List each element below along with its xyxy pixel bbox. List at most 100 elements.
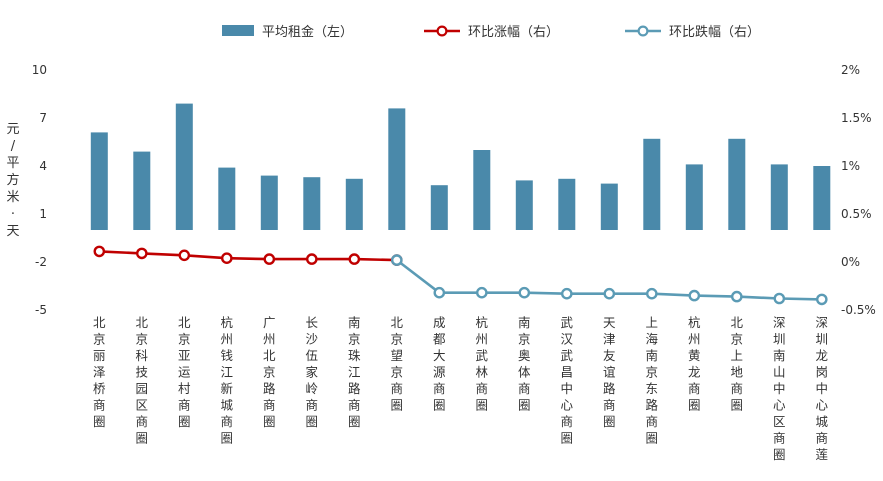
category-char: 京 — [391, 365, 404, 380]
category-char: 海 — [646, 332, 659, 347]
category-char: 南 — [348, 315, 361, 330]
legend-label: 环比跌幅（右） — [669, 24, 760, 40]
legend-item-2: 环比跌幅（右） — [625, 24, 760, 40]
bar-14 — [685, 164, 703, 230]
category-char: 中 — [561, 381, 574, 396]
category-char: 圈 — [433, 398, 446, 413]
bar-9 — [473, 150, 491, 230]
category-char: 路 — [603, 381, 616, 396]
category-char: 江 — [348, 365, 361, 380]
category-char: 岭 — [306, 381, 319, 396]
category-char: 龙 — [688, 365, 701, 380]
category-char: 圈 — [348, 414, 361, 429]
category-char: 圈 — [391, 398, 404, 413]
bar-6 — [345, 178, 363, 230]
category-char: 北 — [178, 315, 191, 330]
category-char: 州 — [221, 332, 234, 347]
category-labels: 北京丽泽桥商圈北京科技园区商圈北京亚运村商圈杭州钱江新城商圈广州北京路商圈长沙伍… — [93, 315, 829, 462]
category-char: 技 — [136, 365, 149, 380]
category-char: 北 — [391, 315, 404, 330]
category-char: 商 — [688, 381, 701, 396]
right-tick-4: 0% — [841, 255, 860, 269]
category-char: 中 — [773, 381, 786, 396]
axes: 10 7 4 1 -2 -5 2% 1.5% 1% 0.5% 0% -0.5% 元 / 平方米 · 天 — [6, 63, 875, 317]
line-0 — [99, 250, 397, 262]
category-char: 商 — [518, 381, 531, 396]
ylabel-char-4: 米 — [6, 190, 19, 205]
category-char: 上 — [646, 315, 659, 330]
ylabel-char-6: 天 — [6, 224, 19, 239]
bar-12 — [600, 183, 618, 230]
point-0-3 — [220, 252, 233, 265]
category-char: 杭 — [476, 315, 489, 330]
category-char: 商 — [433, 381, 446, 396]
left-tick-0: 10 — [32, 63, 47, 77]
category-char: 南 — [518, 315, 531, 330]
category-char: 京 — [93, 332, 106, 347]
category-char: 新 — [221, 381, 234, 396]
category-char: 体 — [518, 365, 531, 380]
category-char: 山 — [773, 365, 786, 380]
category-char: 京 — [518, 332, 531, 347]
right-tick-0: 2% — [841, 63, 860, 77]
category-char: 圈 — [476, 398, 489, 413]
point-1-16 — [773, 292, 786, 305]
category-char: 南 — [773, 348, 786, 363]
bar-0 — [90, 132, 108, 230]
category-char: 路 — [348, 381, 361, 396]
category-char: 成 — [433, 315, 446, 330]
category-char: 汉 — [561, 332, 574, 347]
category-char: 林 — [476, 365, 489, 380]
category-char: 深 — [773, 315, 786, 330]
category-char: 武 — [476, 348, 489, 363]
legend-label: 环比涨幅（右） — [468, 25, 559, 40]
category-char: 津 — [603, 332, 616, 347]
category-char: 京 — [348, 332, 361, 347]
category-char: 伍 — [306, 348, 319, 363]
bar-3 — [218, 167, 236, 230]
category-char: 上 — [731, 348, 744, 363]
category-char: 商 — [816, 431, 829, 446]
category-char: 京 — [178, 332, 191, 347]
category-char: 城 — [816, 414, 829, 429]
category-char: 源 — [433, 365, 446, 380]
category-char: 圈 — [221, 431, 234, 446]
category-char: 家 — [306, 365, 319, 380]
category-char: 圈 — [263, 414, 276, 429]
category-char: 龙 — [816, 348, 829, 363]
legend-item-0: 平均租金（左） — [222, 24, 353, 40]
category-char: 莲 — [816, 447, 829, 462]
category-char: 商 — [348, 398, 361, 413]
category-char: 北 — [263, 348, 276, 363]
point-0-5 — [305, 253, 318, 265]
category-char: 商 — [306, 398, 319, 413]
category-char: 商 — [561, 414, 574, 429]
category-char: 京 — [731, 332, 744, 347]
legend-swatch-marker — [637, 25, 649, 37]
category-char: 武 — [561, 348, 574, 363]
category-char: 北 — [93, 315, 106, 330]
category-char: 商 — [263, 398, 276, 413]
left-tick-5: -5 — [35, 303, 47, 317]
category-char: 州 — [263, 332, 276, 347]
legend-swatch — [222, 25, 254, 36]
category-char: 商 — [178, 398, 191, 413]
category-char: 黄 — [688, 348, 701, 363]
bar-13 — [643, 138, 661, 230]
category-char: 大 — [433, 348, 446, 363]
bar-4 — [260, 175, 278, 230]
category-char: 昌 — [561, 365, 574, 380]
category-char: 圈 — [731, 398, 744, 413]
category-char: 望 — [391, 348, 404, 363]
